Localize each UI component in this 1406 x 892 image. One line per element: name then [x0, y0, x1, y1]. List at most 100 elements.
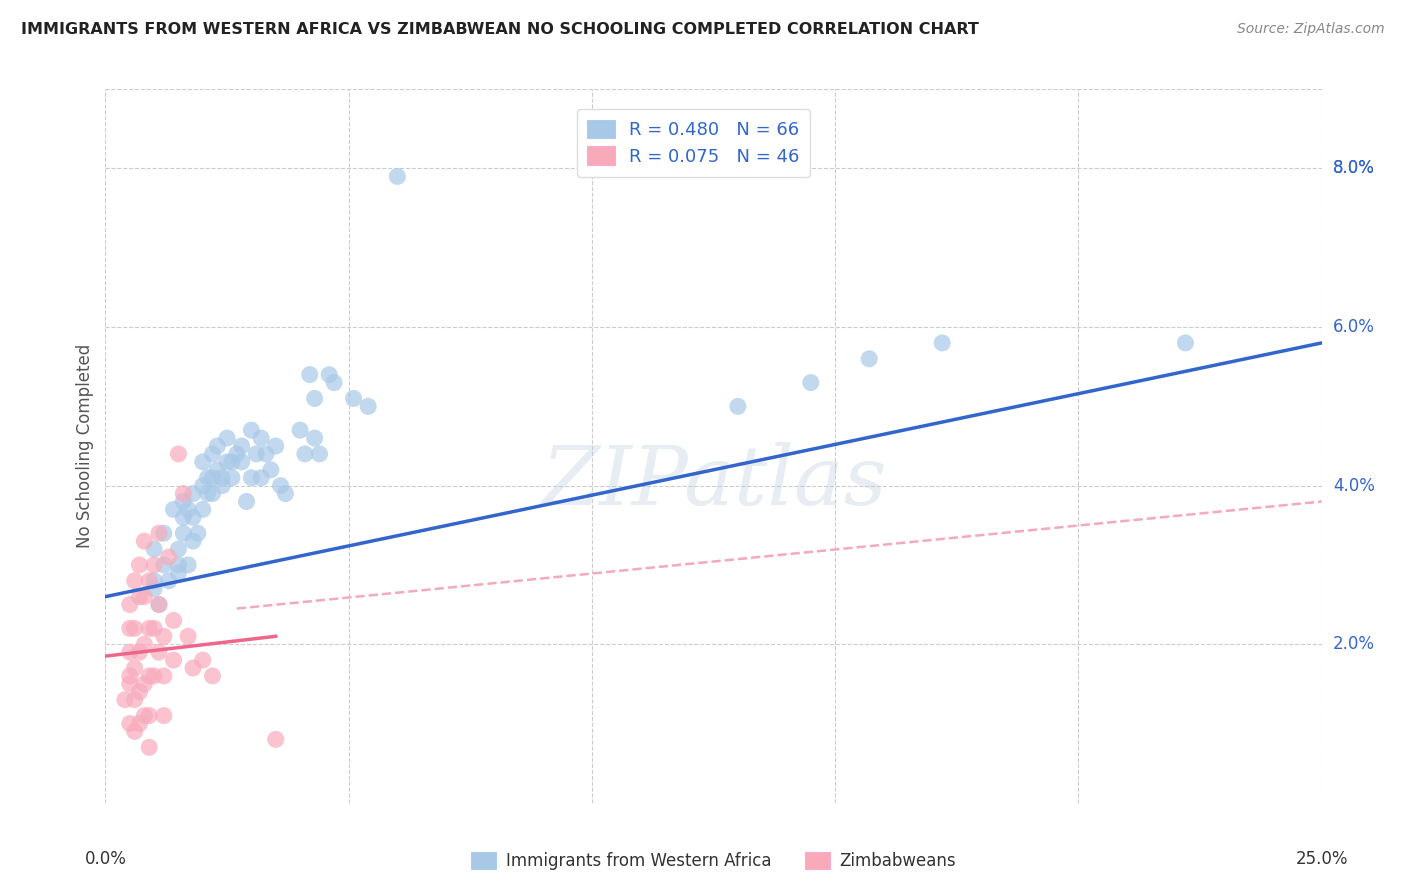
Point: [240, 423, 263, 437]
Point: [128, 558, 150, 572]
Point: [153, 558, 176, 572]
Point: [118, 645, 141, 659]
Point: [323, 376, 346, 390]
Point: [260, 463, 283, 477]
Text: 8.0%: 8.0%: [1333, 160, 1375, 178]
Point: [148, 598, 170, 612]
Point: [118, 669, 141, 683]
Point: [318, 368, 340, 382]
Point: [128, 685, 150, 699]
Point: [124, 692, 146, 706]
Point: [217, 431, 239, 445]
Text: 2.0%: 2.0%: [1333, 635, 1375, 653]
Point: [153, 708, 176, 723]
Point: [201, 486, 224, 500]
Point: [167, 566, 190, 580]
Point: [288, 423, 311, 437]
Point: [153, 629, 176, 643]
Point: [270, 478, 292, 492]
Point: [157, 549, 180, 564]
Point: [167, 558, 190, 572]
Point: [254, 447, 277, 461]
Text: 8.0%: 8.0%: [1333, 160, 1375, 178]
Y-axis label: No Schooling Completed: No Schooling Completed: [76, 344, 94, 548]
Point: [191, 478, 214, 492]
Point: [250, 431, 273, 445]
Point: [157, 574, 180, 588]
Point: [177, 502, 200, 516]
Text: ZIPatlas: ZIPatlas: [541, 442, 886, 522]
Point: [143, 574, 166, 588]
Point: [221, 471, 243, 485]
Point: [264, 439, 287, 453]
Point: [197, 471, 219, 485]
Point: [138, 621, 160, 635]
Text: 25.0%: 25.0%: [1295, 850, 1348, 869]
Point: [308, 447, 330, 461]
Point: [138, 740, 160, 755]
Point: [1174, 335, 1197, 350]
Text: 6.0%: 6.0%: [1333, 318, 1375, 336]
Point: [118, 621, 141, 635]
Point: [134, 637, 156, 651]
Point: [138, 669, 160, 683]
Point: [148, 526, 170, 541]
Point: [138, 574, 160, 588]
Point: [124, 661, 146, 675]
Point: [128, 590, 150, 604]
Point: [128, 645, 150, 659]
Point: [727, 400, 749, 414]
Point: [250, 471, 273, 485]
Point: [197, 486, 219, 500]
Point: [124, 574, 146, 588]
Point: [231, 439, 253, 453]
Point: [143, 542, 166, 557]
Point: [134, 708, 156, 723]
Point: [134, 534, 156, 549]
Point: [177, 558, 200, 572]
Text: IMMIGRANTS FROM WESTERN AFRICA VS ZIMBABWEAN NO SCHOOLING COMPLETED CORRELATION : IMMIGRANTS FROM WESTERN AFRICA VS ZIMBAB…: [21, 22, 979, 37]
Point: [191, 502, 214, 516]
Point: [162, 502, 184, 516]
Point: [153, 669, 176, 683]
Point: [148, 645, 170, 659]
Point: [118, 716, 141, 731]
Text: 4.0%: 4.0%: [1333, 476, 1375, 495]
Point: [304, 431, 326, 445]
Legend: Immigrants from Western Africa, Zimbabweans: Immigrants from Western Africa, Zimbabwe…: [464, 845, 963, 877]
Point: [143, 558, 166, 572]
Point: [264, 732, 287, 747]
Point: [298, 368, 321, 382]
Point: [143, 582, 166, 596]
Point: [148, 598, 170, 612]
Point: [124, 724, 146, 739]
Point: [187, 526, 209, 541]
Text: Source: ZipAtlas.com: Source: ZipAtlas.com: [1237, 22, 1385, 37]
Point: [211, 471, 233, 485]
Point: [172, 494, 194, 508]
Point: [162, 653, 184, 667]
Point: [304, 392, 326, 406]
Point: [191, 455, 214, 469]
Point: [134, 677, 156, 691]
Point: [181, 661, 204, 675]
Point: [124, 621, 146, 635]
Point: [134, 590, 156, 604]
Point: [294, 447, 316, 461]
Point: [800, 376, 823, 390]
Point: [931, 335, 953, 350]
Point: [387, 169, 409, 184]
Point: [118, 598, 141, 612]
Point: [167, 447, 190, 461]
Point: [201, 471, 224, 485]
Point: [118, 677, 141, 691]
Point: [207, 463, 229, 477]
Point: [167, 542, 190, 557]
Point: [201, 669, 224, 683]
Point: [245, 447, 267, 461]
Point: [177, 629, 200, 643]
Point: [143, 621, 166, 635]
Point: [138, 708, 160, 723]
Text: 0.0%: 0.0%: [84, 850, 127, 869]
Point: [181, 534, 204, 549]
